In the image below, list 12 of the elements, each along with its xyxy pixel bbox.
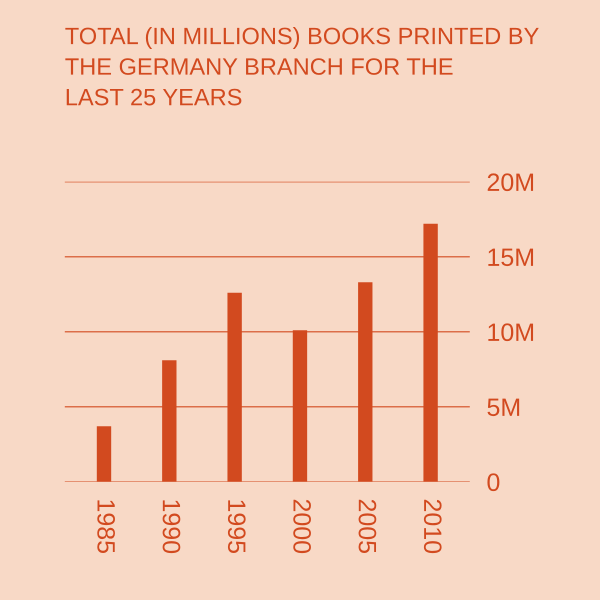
y-tick-label: 0: [487, 473, 500, 492]
x-tick-label: 1985: [97, 500, 115, 554]
x-tick-label: 2010: [424, 500, 442, 554]
x-tick-label: 2005: [358, 500, 376, 554]
chart-title: TOTAL (IN MILLIONS) BOOKS PRINTED BY THE GERMANY BRANCH FOR THE LAST 25 YEARS: [65, 27, 539, 106]
y-tick-label: 5M: [487, 398, 520, 416]
y-tick-label: 20M: [488, 173, 534, 192]
x-tick-label: 1995: [228, 500, 246, 554]
y-tick-label: 10M: [488, 323, 534, 342]
y-tick-label: 15M: [488, 248, 534, 266]
x-tick-label: 1990: [162, 500, 180, 554]
x-tick-label: 2000: [293, 500, 311, 554]
